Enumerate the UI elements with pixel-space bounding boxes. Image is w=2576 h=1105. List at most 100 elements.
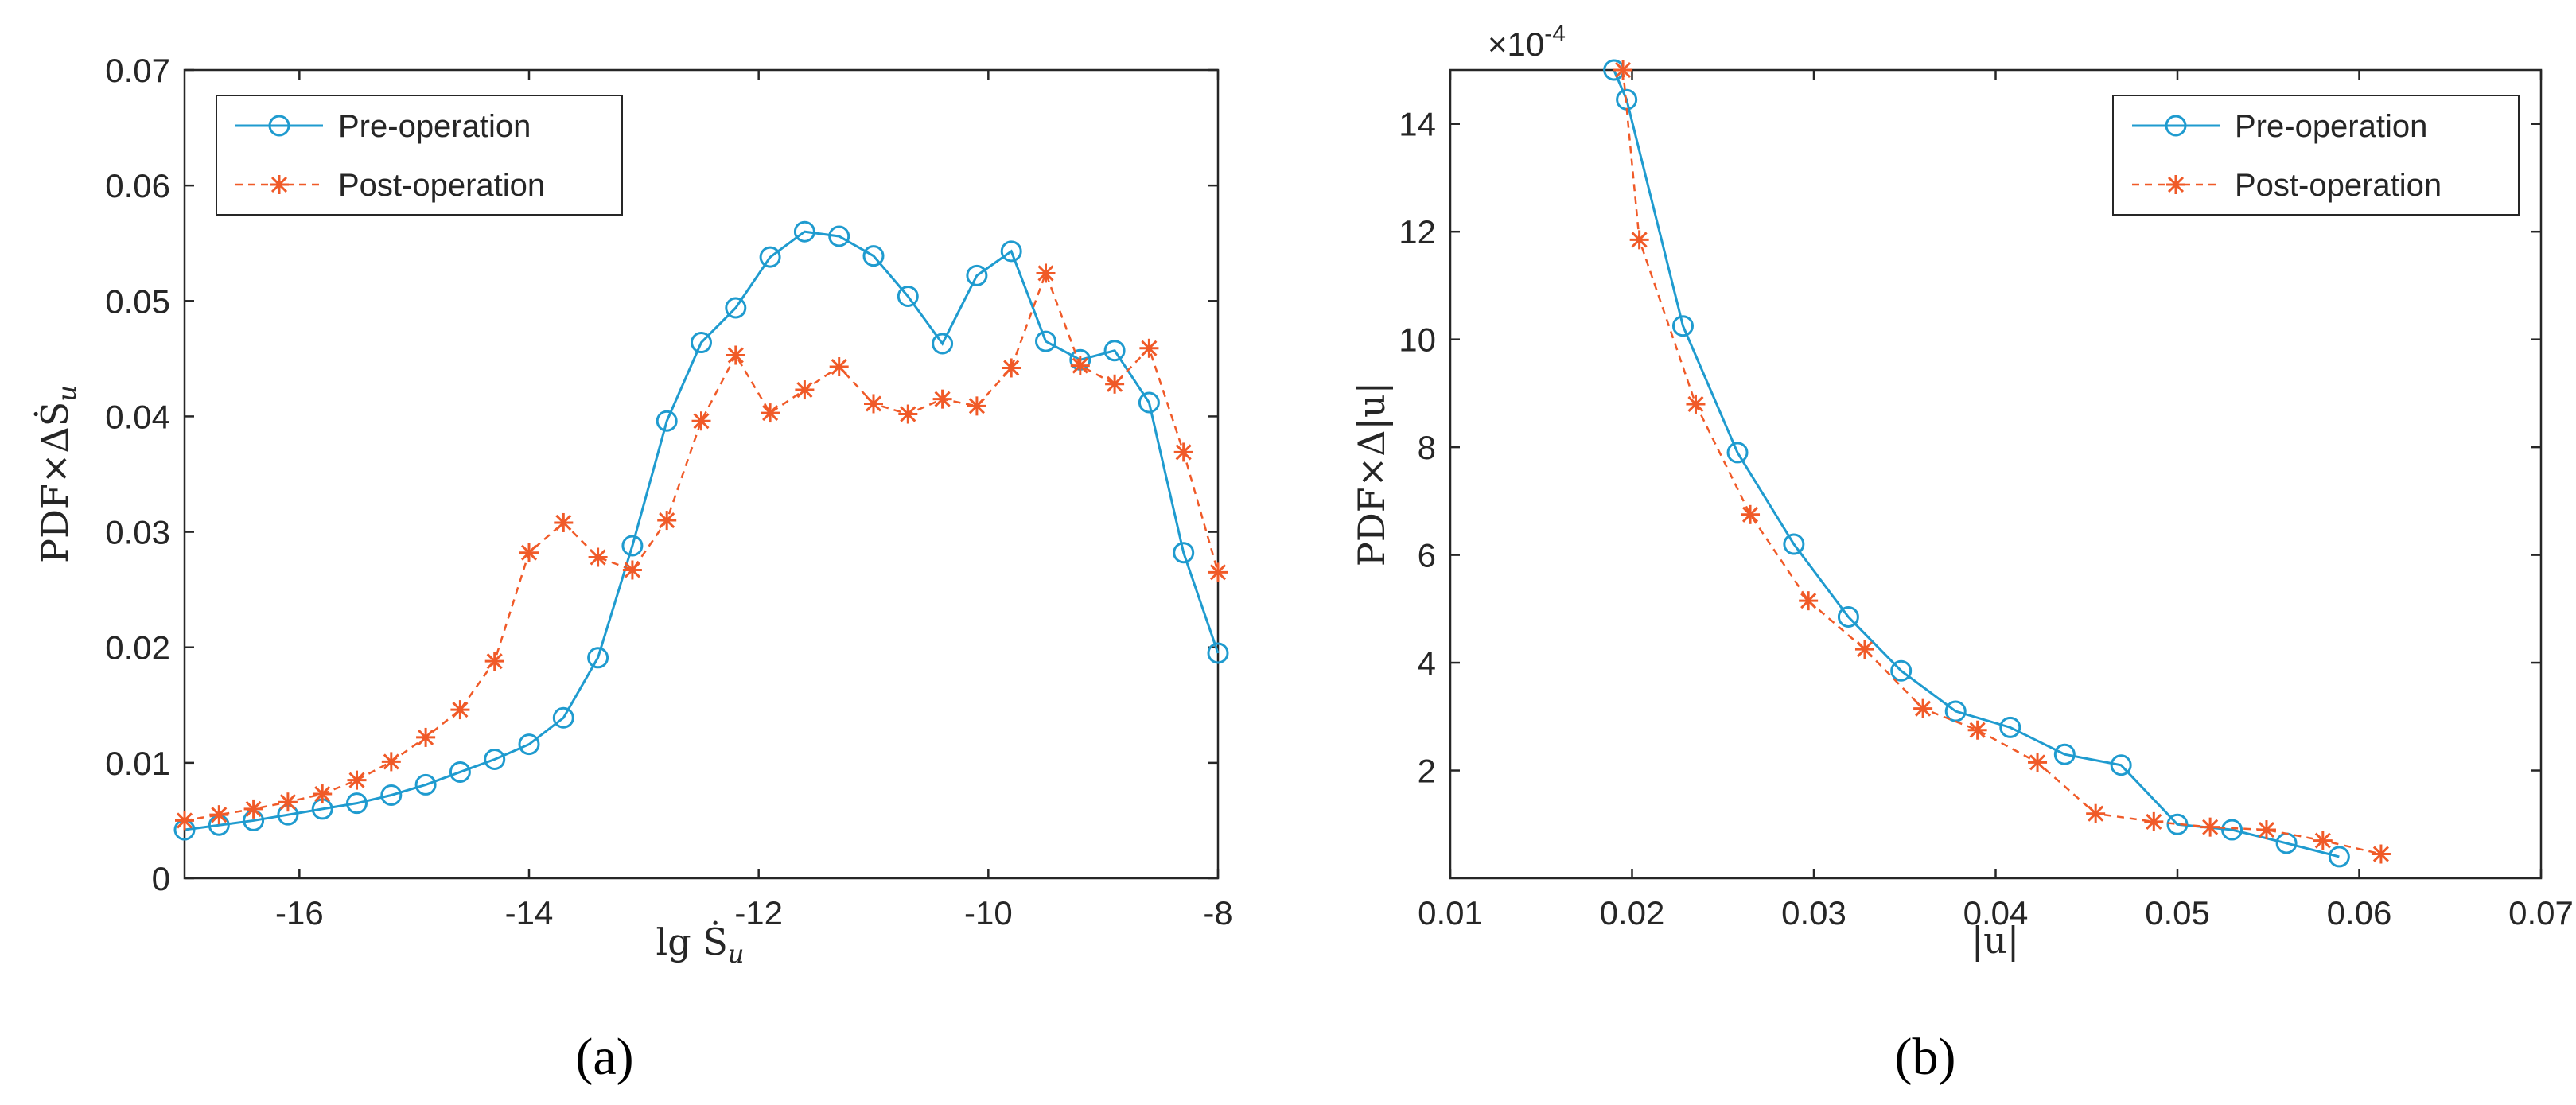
data-point-pre-a <box>1035 330 1056 352</box>
data-point-pre-b <box>2328 846 2350 868</box>
data-point-post-a <box>450 700 470 720</box>
data-point-pre-a <box>380 784 403 806</box>
chart-a: -16 -14 -12 -10 -8 0 0.01 0.02 0.03 0.04 0.05 0.06 0… <box>33 52 1233 1086</box>
x-tick-label-a: -14 <box>505 894 554 932</box>
data-point-post-a <box>761 403 780 423</box>
data-point-post-b <box>1799 591 1819 611</box>
data-point-post-b <box>2028 753 2048 772</box>
data-point-pre-a <box>932 333 954 355</box>
data-point-pre-b <box>1999 716 2021 738</box>
data-point-post-a <box>1002 358 1021 378</box>
data-point-post-a <box>932 389 952 409</box>
data-point-pre-b <box>1783 533 1805 555</box>
data-point-post-b <box>1686 394 1706 414</box>
data-point-pre-a <box>449 761 471 783</box>
data-point-post-b <box>1913 698 1933 718</box>
legend-b: Pre-operation Post-operation <box>2112 95 2520 216</box>
data-point-pre-b <box>1890 659 1913 682</box>
data-point-pre-a <box>552 706 574 729</box>
y-tick-label-a: 0.05 <box>105 282 170 320</box>
data-point-post-a <box>1070 356 1090 375</box>
data-point-pre-a <box>1173 542 1195 564</box>
data-point-pre-b <box>1837 605 1859 628</box>
legend-post-marker-b <box>2166 175 2185 194</box>
data-point-post-b <box>2313 831 2333 850</box>
legend-post-label-b: Post-operation <box>2235 168 2442 203</box>
data-point-post-a <box>829 357 849 377</box>
data-point-pre-a <box>484 749 506 771</box>
data-point-pre-a <box>1000 240 1022 263</box>
data-point-post-a <box>1105 374 1125 394</box>
data-point-post-a <box>554 512 574 532</box>
x-tick-label-b: 0.01 <box>1418 894 1483 932</box>
data-point-pre-b <box>2110 754 2132 776</box>
data-point-pre-b <box>1671 315 1694 337</box>
data-point-post-a <box>1139 338 1159 358</box>
x-tick-label-b: 0.05 <box>2145 894 2210 932</box>
x-tick-label-a: -10 <box>964 894 1013 932</box>
y-tick-label-b: 6 <box>1418 537 1436 574</box>
data-point-post-b <box>2200 817 2220 837</box>
y-axis-label-b: PDF×Δ|u| <box>1350 382 1393 566</box>
y-tick-label-b: 12 <box>1399 213 1436 251</box>
legend-pre-marker-b <box>2165 115 2187 137</box>
data-point-pre-b <box>2053 743 2076 765</box>
y-tick-label-b: 8 <box>1418 429 1436 466</box>
data-point-pre-a <box>1103 340 1126 362</box>
data-point-post-a <box>898 404 918 424</box>
x-tick-label-b: 0.04 <box>1963 894 2029 932</box>
data-point-pre-a <box>587 647 609 669</box>
data-point-pre-a <box>656 410 678 432</box>
legend-post-marker-a <box>270 175 289 194</box>
data-point-post-b <box>1613 60 1633 80</box>
y-tick-label-a: 0.04 <box>105 398 170 435</box>
legend-a: Pre-operation Post-operation <box>216 95 623 216</box>
legend-post-label-a: Post-operation <box>338 168 545 203</box>
data-point-post-b <box>1967 720 1987 740</box>
data-point-post-a <box>1173 442 1193 462</box>
panel-label-b: (b) <box>1895 1028 1956 1086</box>
data-point-post-a <box>726 345 745 365</box>
y-tick-label-a: 0.03 <box>105 514 170 551</box>
data-point-post-a <box>243 799 263 819</box>
y-tick-label-b: 14 <box>1399 106 1436 143</box>
data-point-pre-a <box>862 245 885 267</box>
x-tick-label-a: -16 <box>275 894 324 932</box>
legend-box-a <box>216 95 623 216</box>
data-point-pre-a <box>828 225 850 247</box>
data-point-post-a <box>622 560 642 580</box>
x-tick-label-a: -8 <box>1203 894 1232 932</box>
y-tick-label-a: 0.01 <box>105 745 170 782</box>
y-exponent-label-b: ×10-4 <box>1488 21 1566 63</box>
data-point-post-a <box>381 752 401 772</box>
y-tick-label-a: 0.07 <box>105 52 170 89</box>
data-point-post-a <box>864 394 883 414</box>
series-line-pre-a <box>184 230 1220 831</box>
chart-b: 0.01 0.02 0.03 0.04 0.05 0.06 0.07 2 4 6 8 10 12 14 ×… <box>1350 21 2574 1086</box>
data-point-post-b <box>1854 640 1874 659</box>
x-axis-label-a: lg Ṡu <box>656 920 745 969</box>
data-point-pre-a <box>691 332 712 354</box>
data-point-pre-a <box>966 264 988 286</box>
legend-pre-label-a: Pre-operation <box>338 109 531 144</box>
y-tick-label-a: 0.02 <box>105 629 170 667</box>
x-tick-label-b: 0.06 <box>2327 894 2392 932</box>
y-tick-label-b: 4 <box>1418 644 1436 682</box>
data-point-post-a <box>175 811 194 831</box>
legend-pre-label-b: Pre-operation <box>2235 109 2427 144</box>
data-point-pre-a <box>414 773 437 796</box>
data-point-post-b <box>1629 230 1649 250</box>
data-point-pre-b <box>1726 442 1749 464</box>
data-point-pre-a <box>897 285 919 307</box>
data-point-post-a <box>588 547 608 567</box>
data-point-post-a <box>313 784 333 804</box>
y-tick-label-b: 10 <box>1399 321 1436 359</box>
y-axis-label-a: PDF×ΔṠu <box>33 385 82 563</box>
data-point-post-a <box>691 411 711 431</box>
data-point-post-b <box>2086 803 2106 823</box>
data-point-pre-a <box>759 246 781 268</box>
data-point-post-a <box>519 543 539 562</box>
x-tick-label-b: 0.02 <box>1600 894 1665 932</box>
data-point-pre-a <box>518 733 540 756</box>
legend-pre-marker-a <box>268 115 290 137</box>
